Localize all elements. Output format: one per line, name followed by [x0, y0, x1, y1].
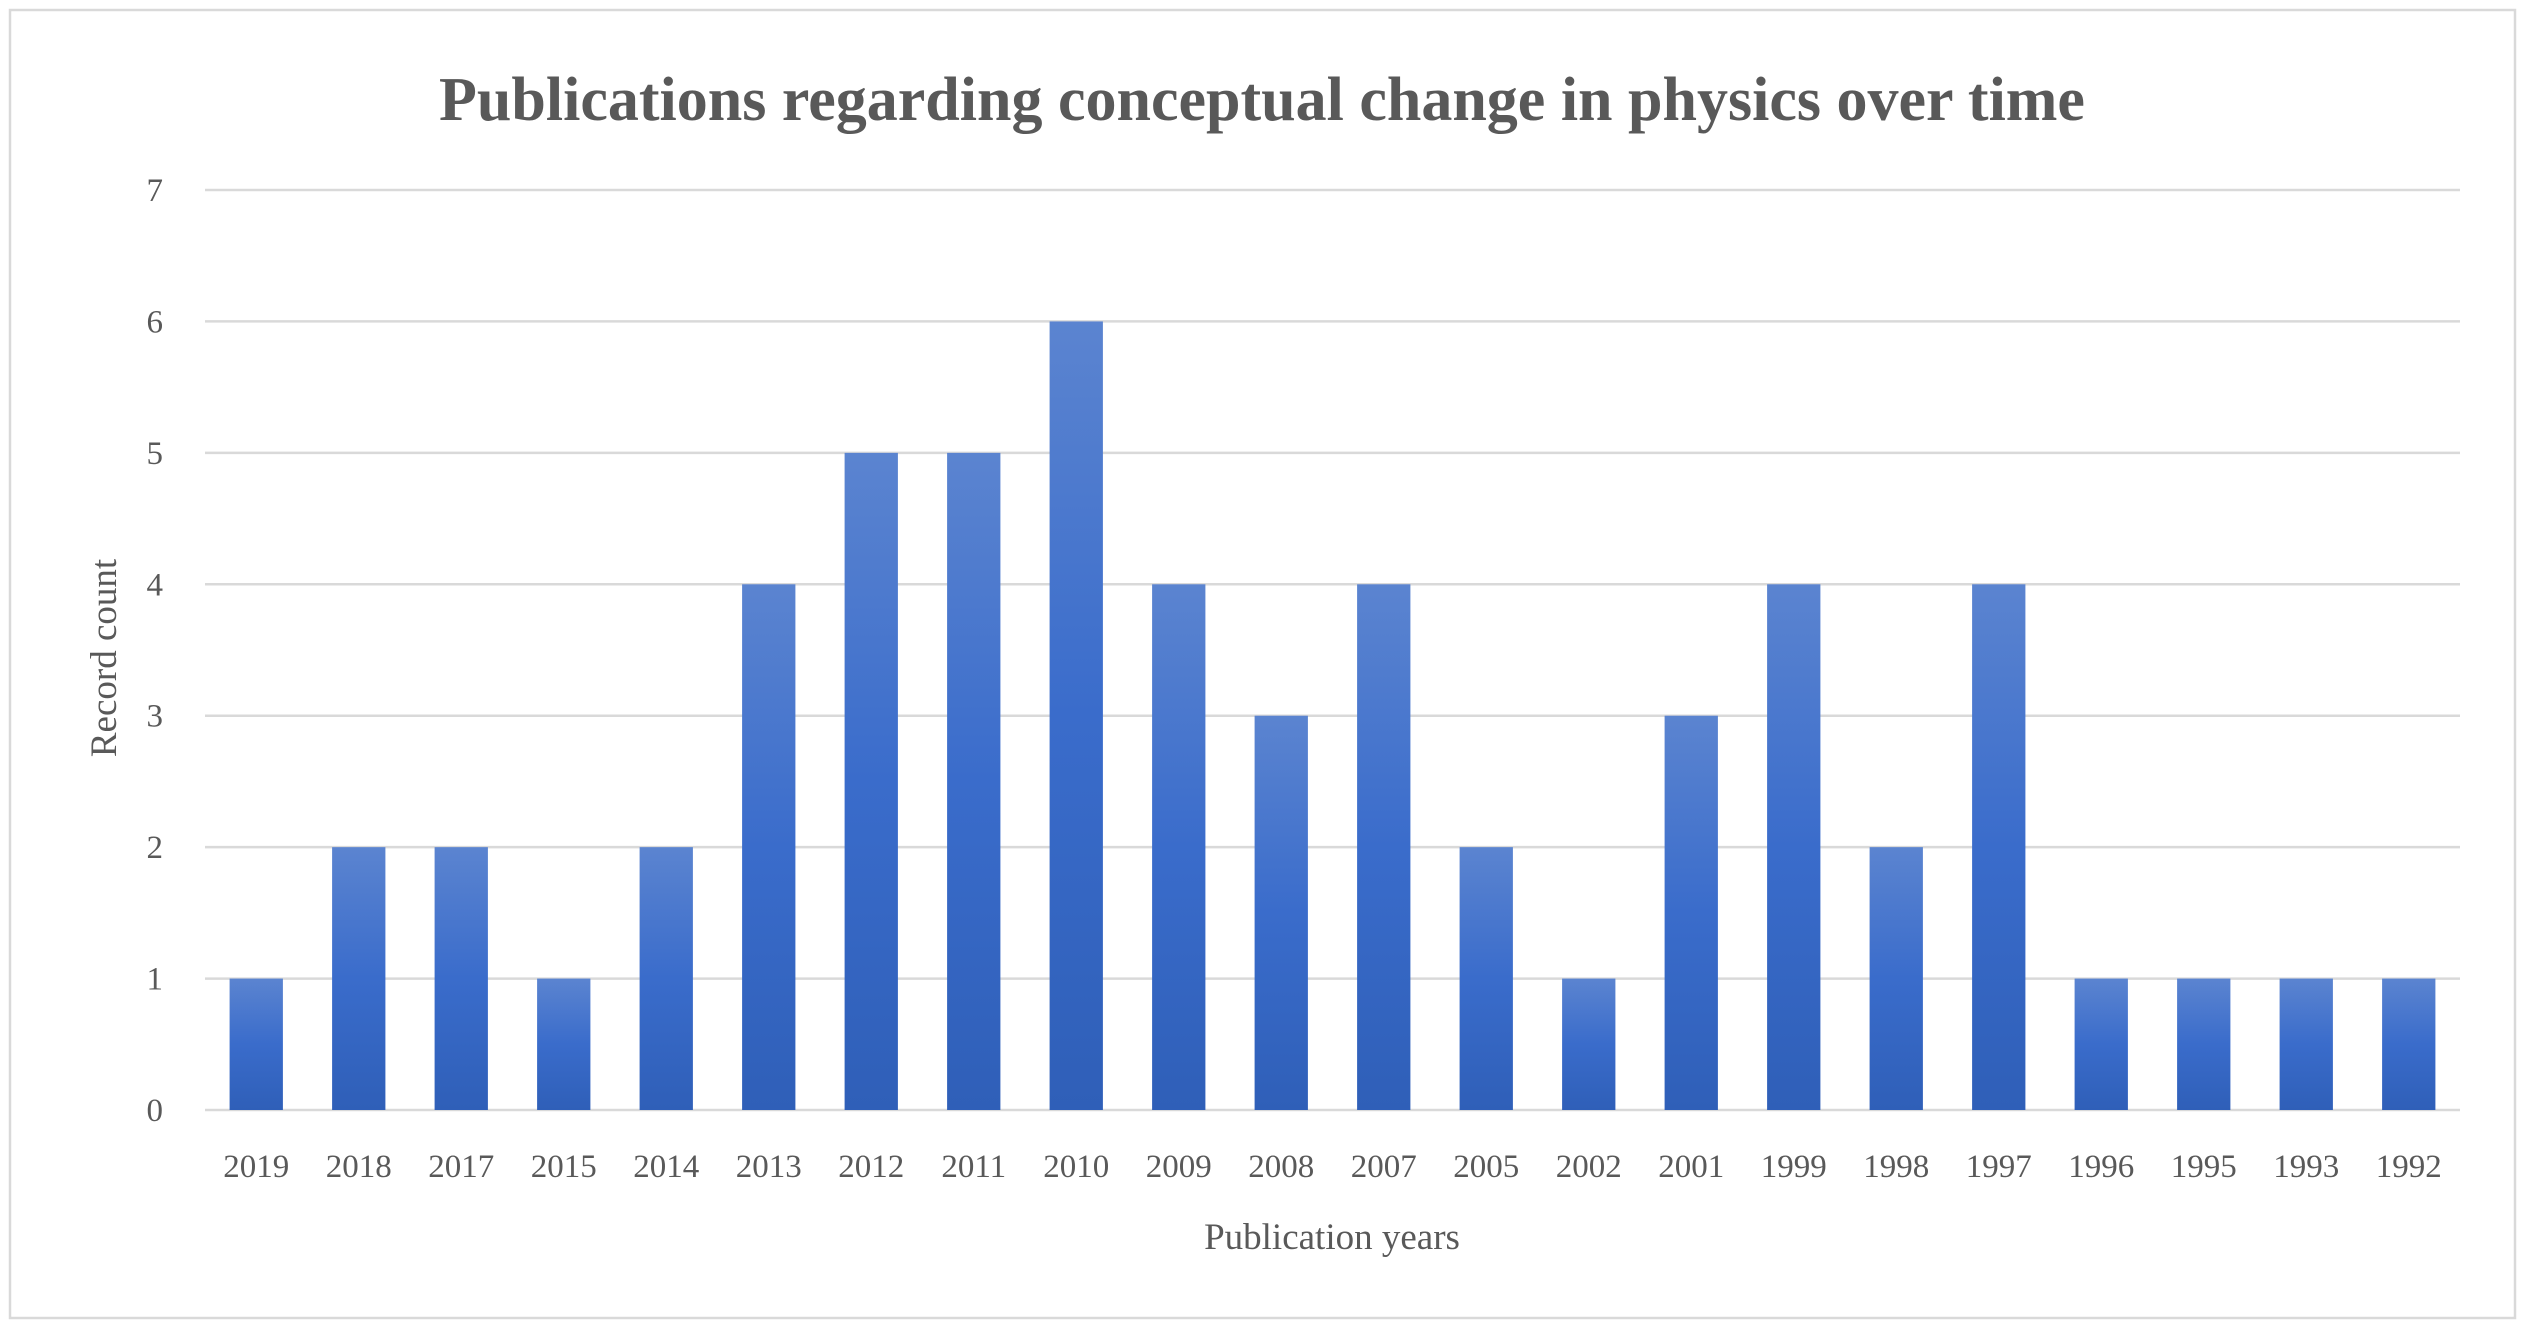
- x-tick-label: 1996: [2068, 1149, 2134, 1185]
- y-tick-label: 2: [147, 830, 164, 866]
- x-tick-label: 2015: [531, 1149, 597, 1185]
- chart: Publications regarding conceptual change…: [0, 0, 2525, 1328]
- bar-2005: [1460, 847, 1513, 1110]
- x-tick-label: 1995: [2171, 1149, 2237, 1185]
- x-tick-label: 2009: [1146, 1149, 1212, 1185]
- bar-2014: [640, 847, 693, 1110]
- x-tick-label: 2014: [633, 1149, 699, 1185]
- bar-2002: [1562, 979, 1615, 1110]
- x-tick-label: 2019: [223, 1149, 289, 1185]
- y-tick-label: 7: [147, 173, 164, 209]
- bar-1995: [2177, 979, 2230, 1110]
- x-tick-label: 2010: [1043, 1149, 1109, 1185]
- bar-2019: [230, 979, 283, 1110]
- bar-2009: [1152, 584, 1205, 1110]
- bar-2008: [1255, 716, 1308, 1110]
- x-tick-label: 2001: [1658, 1149, 1724, 1185]
- x-tick-label: 2013: [736, 1149, 802, 1185]
- bar-1997: [1972, 584, 2025, 1110]
- x-axis-title: Publication years: [1204, 1217, 1460, 1258]
- x-tick-label: 1993: [2273, 1149, 2339, 1185]
- y-tick-label: 0: [147, 1093, 164, 1129]
- bar-2017: [435, 847, 488, 1110]
- x-tick-label: 1998: [1863, 1149, 1929, 1185]
- x-tick-label: 2017: [428, 1149, 494, 1185]
- bar-2018: [332, 847, 385, 1110]
- x-tick-label: 2007: [1351, 1149, 1417, 1185]
- x-tick-label: 1997: [1966, 1149, 2032, 1185]
- x-tick-label: 2002: [1556, 1149, 1622, 1185]
- bar-1993: [2280, 979, 2333, 1110]
- x-tick-label: 2018: [326, 1149, 392, 1185]
- x-tick-label: 2008: [1248, 1149, 1314, 1185]
- bar-2010: [1050, 321, 1103, 1110]
- bar-2011: [947, 453, 1000, 1110]
- y-axis-title: Record count: [84, 558, 125, 757]
- x-tick-label: 2011: [941, 1149, 1006, 1185]
- bar-2007: [1357, 584, 1410, 1110]
- x-tick-label: 1999: [1761, 1149, 1827, 1185]
- bar-2012: [845, 453, 898, 1110]
- y-tick-label: 5: [147, 436, 164, 472]
- chart-border: [10, 10, 2515, 1318]
- y-tick-label: 4: [147, 567, 164, 603]
- bar-1999: [1767, 584, 1820, 1110]
- y-tick-label: 6: [147, 304, 164, 340]
- bar-1996: [2075, 979, 2128, 1110]
- chart-title: Publications regarding conceptual change…: [439, 66, 2085, 134]
- x-tick-label: 1992: [2376, 1149, 2442, 1185]
- x-tick-label: 2012: [838, 1149, 904, 1185]
- bar-1998: [1870, 847, 1923, 1110]
- x-tick-label: 2005: [1453, 1149, 1519, 1185]
- y-tick-label: 3: [147, 699, 164, 735]
- bar-2001: [1665, 716, 1718, 1110]
- bar-2013: [742, 584, 795, 1110]
- y-tick-label: 1: [147, 962, 164, 998]
- bar-1992: [2382, 979, 2435, 1110]
- bar-2015: [537, 979, 590, 1110]
